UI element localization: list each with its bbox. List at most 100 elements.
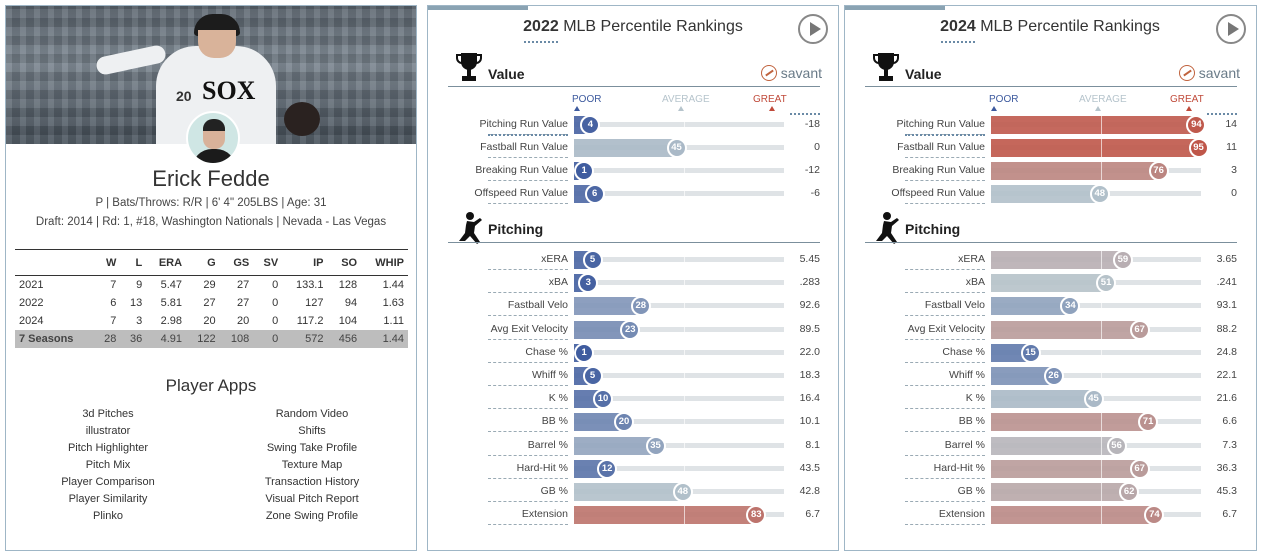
percentile-badge[interactable]: 62	[1119, 482, 1140, 502]
percentile-badge[interactable]: 95	[1188, 138, 1209, 158]
draft-year-link[interactable]: 2014	[67, 216, 93, 228]
metric-label[interactable]: Offspeed Run Value	[474, 187, 568, 199]
percentile-badge[interactable]: 45	[666, 138, 687, 158]
draft-team-link[interactable]: Washington Nationals	[161, 216, 274, 228]
metric-value: 21.6	[1216, 392, 1237, 405]
percentile-badge[interactable]: 51	[1096, 273, 1117, 294]
player-bio: P | Bats/Throws: R/R | 6' 4" 205LBS | Ag…	[95, 197, 327, 209]
percentile-badge[interactable]: 67	[1129, 458, 1150, 479]
metric-label[interactable]: Whiff %	[949, 369, 985, 381]
metric-label[interactable]: BB %	[541, 415, 568, 428]
percentile-badge[interactable]: 76	[1148, 161, 1169, 181]
player-app-link[interactable]: Plinko	[93, 510, 123, 522]
metric-label[interactable]: K %	[548, 392, 568, 405]
metric-label[interactable]: BB %	[958, 415, 985, 428]
metric-label[interactable]: Extension	[938, 508, 985, 521]
percentile-badge[interactable]: 59	[1112, 250, 1133, 270]
stats-cell: 94	[344, 296, 358, 309]
percentile-badge[interactable]: 71	[1138, 412, 1159, 433]
player-app-link[interactable]: Shifts	[298, 425, 326, 437]
percentile-bar	[574, 320, 631, 339]
percentile-badge[interactable]: 5	[582, 250, 603, 270]
percentile-row: GB % 48 42.8	[428, 482, 838, 502]
metric-label[interactable]: Extension	[521, 508, 568, 521]
percentile-badge[interactable]: 94	[1186, 115, 1207, 135]
metric-label[interactable]: GB %	[957, 485, 985, 497]
percentile-badge[interactable]: 1	[574, 161, 595, 181]
metric-label[interactable]: Avg Exit Velocity	[907, 322, 985, 335]
metric-label[interactable]: Offspeed Run Value	[891, 187, 985, 199]
player-app-link[interactable]: Zone Swing Profile	[265, 510, 359, 522]
percentile-badge[interactable]: 67	[1129, 319, 1150, 340]
percentile-badge[interactable]: 56	[1106, 435, 1127, 456]
metric-label[interactable]: Fastball Run Value	[897, 141, 985, 153]
percentile-badge[interactable]: 4	[580, 115, 601, 135]
savant-link[interactable]: savant	[1178, 65, 1240, 81]
player-app-link[interactable]: Player Similarity	[68, 493, 148, 505]
percentile-badge[interactable]: 26	[1043, 366, 1064, 386]
percentile-badge[interactable]: 28	[630, 296, 651, 317]
metric-label[interactable]: Whiff %	[532, 369, 568, 381]
metric-label[interactable]: Pitching Run Value	[896, 118, 985, 130]
player-name: Erick Fedde	[152, 166, 270, 191]
percentile-badge[interactable]: 20	[614, 412, 634, 433]
metric-label[interactable]: Chase %	[525, 345, 568, 358]
average-line	[1101, 436, 1102, 455]
player-app-link[interactable]: Pitch Mix	[85, 459, 131, 471]
play-icon[interactable]	[1216, 14, 1246, 44]
percentile-badge[interactable]: 48	[1089, 184, 1110, 204]
percentile-bar	[991, 436, 1117, 455]
metric-value: 93.1	[1216, 299, 1237, 312]
stats-cell: 0	[272, 278, 279, 291]
team-logo-text: SOX	[202, 76, 256, 105]
player-app-link[interactable]: 3d Pitches	[82, 408, 134, 420]
metric-label[interactable]: Avg Exit Velocity	[490, 322, 568, 335]
metric-label[interactable]: Fastball Velo	[507, 299, 568, 312]
percentile-badge[interactable]: 45	[1083, 389, 1104, 410]
play-icon[interactable]	[798, 14, 828, 44]
metric-label[interactable]: xBA	[965, 276, 985, 289]
percentile-badge[interactable]: 1	[574, 342, 595, 363]
metric-label[interactable]: Barrel %	[944, 438, 985, 451]
percentile-bar	[574, 297, 641, 316]
percentile-row: BB % 20 10.1	[428, 412, 838, 433]
percentile-badge[interactable]: 83	[746, 505, 767, 526]
percentile-badge[interactable]: 3	[578, 273, 599, 294]
percentile-badge[interactable]: 35	[645, 435, 666, 456]
player-app-link[interactable]: Swing Take Profile	[266, 442, 358, 454]
percentile-badge[interactable]: 6	[584, 184, 605, 204]
metric-label[interactable]: Breaking Run Value	[892, 164, 985, 176]
metric-label[interactable]: xERA	[958, 253, 985, 265]
metric-label[interactable]: Hard-Hit %	[516, 461, 568, 474]
player-app-link[interactable]: Texture Map	[281, 459, 343, 471]
percentile-row: Avg Exit Velocity 23 89.5	[428, 319, 838, 340]
metric-label[interactable]: GB %	[540, 485, 568, 497]
metric-label[interactable]: Breaking Run Value	[475, 164, 568, 176]
metric-label[interactable]: Barrel %	[527, 438, 568, 451]
player-app-link[interactable]: Player Comparison	[61, 476, 155, 488]
percentile-badge[interactable]: 12	[597, 458, 618, 479]
metric-label[interactable]: Fastball Run Value	[480, 141, 568, 153]
metric-label[interactable]: xERA	[541, 253, 568, 265]
percentile-badge[interactable]: 10	[593, 389, 613, 410]
metric-label[interactable]: Hard-Hit %	[933, 461, 985, 474]
savant-link[interactable]: savant	[760, 65, 822, 81]
player-app-link[interactable]: Visual Pitch Report	[265, 493, 359, 505]
player-app-link[interactable]: Pitch Highlighter	[67, 442, 149, 454]
percentile-badge[interactable]: 23	[620, 319, 641, 340]
metric-label[interactable]: Chase %	[942, 345, 985, 358]
metric-label[interactable]: Pitching Run Value	[479, 118, 568, 130]
percentile-badge[interactable]: 5	[582, 366, 603, 386]
metric-label[interactable]: K %	[965, 392, 985, 405]
metric-label[interactable]: xBA	[548, 276, 568, 289]
metric-label[interactable]: Fastball Velo	[924, 299, 985, 312]
percentile-row: Whiff % 26 22.1	[845, 366, 1255, 386]
percentile-badge[interactable]: 15	[1020, 342, 1041, 363]
player-app-link[interactable]: illustrator	[85, 425, 131, 437]
percentile-badge[interactable]: 48	[672, 482, 693, 502]
player-app-link[interactable]: Random Video	[275, 408, 349, 420]
label-underline	[905, 431, 985, 433]
player-app-link[interactable]: Transaction History	[264, 476, 360, 488]
percentile-badge[interactable]: 74	[1144, 505, 1165, 526]
percentile-badge[interactable]: 34	[1060, 296, 1081, 317]
